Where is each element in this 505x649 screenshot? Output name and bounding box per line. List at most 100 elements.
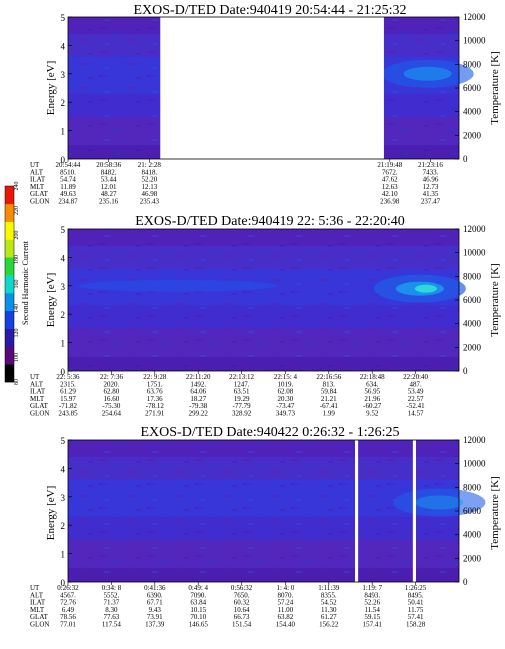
ephemeris-value: 7672. xyxy=(382,168,398,176)
panel-1-ylabel-right: Temperature [K] xyxy=(489,51,501,124)
ephemeris-value: 243.85 xyxy=(58,410,78,418)
temperature-tick-label: 4000 xyxy=(463,319,482,329)
temperature-tick-label: 12000 xyxy=(463,224,486,234)
colorbar-tick-label: 160 xyxy=(14,280,20,289)
ephemeris-value: 21.96 xyxy=(364,395,380,403)
colorbar-swatch xyxy=(5,257,14,276)
ephemeris-value: 19.29 xyxy=(234,395,250,403)
heatmap-peak-core xyxy=(403,66,452,81)
energy-tick-label: 3 xyxy=(61,70,66,80)
heatmap-peak xyxy=(393,488,486,517)
ephemeris-row-label: ILAT xyxy=(30,176,46,184)
ephemeris-value: 137.39 xyxy=(145,621,165,629)
ephemeris-value: 61.27 xyxy=(321,613,337,621)
panel-2-energy-ticks: 0 1 2 3 4 5 xyxy=(61,225,72,377)
ephemeris-value: 63.82 xyxy=(278,613,294,621)
panel-3-data-gaps xyxy=(354,440,416,582)
ephemeris-value: 1:26:25 xyxy=(405,584,427,592)
ephemeris-row-label: UT xyxy=(30,584,40,592)
panel-2-heatmap xyxy=(68,229,466,371)
ephemeris-row-label: GLAT xyxy=(30,190,49,198)
colorbar-label: Second Harmonic Current xyxy=(21,240,30,325)
ephemeris-value: 4567. xyxy=(60,591,76,599)
ephemeris-value: 1: 4: 0 xyxy=(276,584,294,592)
ephemeris-value: 10.15 xyxy=(190,606,206,614)
energy-tick-label: 3 xyxy=(61,282,66,292)
colorbar-swatch xyxy=(5,346,14,365)
ephemeris-value: 9.43 xyxy=(149,606,162,614)
ephemeris-value: 11.00 xyxy=(278,606,294,614)
ephemeris-value: 7090. xyxy=(190,591,206,599)
panel-1-data-gaps xyxy=(160,17,384,159)
ephemeris-value: 59.84 xyxy=(321,388,337,396)
panel-1: EXOS-D/TED Date:940419 20:54:44 - 21:25:… xyxy=(30,3,501,206)
ephemeris-value: 11.89 xyxy=(60,183,76,191)
ephemeris-value: 77.63 xyxy=(104,613,120,621)
colorbar-swatch xyxy=(5,292,14,312)
panel-1-title: EXOS-D/TED Date:940419 20:54:44 - 21:25:… xyxy=(134,3,407,18)
ephemeris-value: 151.54 xyxy=(232,621,252,629)
ephemeris-value: -79.38 xyxy=(189,402,208,410)
ephemeris-value: 1247. xyxy=(234,380,250,388)
ephemeris-value: 5552. xyxy=(104,591,120,599)
ephemeris-value: 12.13 xyxy=(141,183,157,191)
ephemeris-value: 0:34: 8 xyxy=(102,584,122,592)
colorbar-tick-label: 140 xyxy=(14,304,20,313)
energy-tick-label: 0 xyxy=(61,155,66,165)
ephemeris-value: 1:11:39 xyxy=(318,584,340,592)
ephemeris-value: 64.06 xyxy=(190,388,206,396)
temperature-tick-label: 12000 xyxy=(463,435,486,445)
ephemeris-value: 0:26:32 xyxy=(57,584,79,592)
ephemeris-value: 22:13:12 xyxy=(229,373,254,381)
ephemeris-value: 57.24 xyxy=(278,599,294,607)
temperature-tick-label: 4000 xyxy=(463,530,482,540)
colorbar-tick-label: 200 xyxy=(14,231,20,240)
panel-3-heatmap xyxy=(68,440,486,582)
temperature-tick-label: 6000 xyxy=(463,83,482,93)
ephemeris-value: 59.15 xyxy=(364,613,380,621)
ephemeris-row-label: GLON xyxy=(30,410,49,418)
temperature-tick-label: 8000 xyxy=(463,59,482,69)
panel-2-ylabel-right: Temperature [K] xyxy=(489,263,501,336)
ephemeris-value: 8.30 xyxy=(105,606,118,614)
ephemeris-value: 78.56 xyxy=(60,613,76,621)
ephemeris-value: 0:56:32 xyxy=(231,584,253,592)
ephemeris-value: 12.63 xyxy=(382,183,398,191)
ephemeris-value: 22:15: 4 xyxy=(274,373,298,381)
ephemeris-value: 8482. xyxy=(101,168,117,176)
ephemeris-value: -73.47 xyxy=(276,402,295,410)
ephemeris-row-label: ILAT xyxy=(30,599,46,607)
panel-3-ylabel: Energy [eV] xyxy=(45,486,57,540)
ephemeris-value: 22: 7:36 xyxy=(100,373,124,381)
energy-tick-label: 3 xyxy=(61,493,66,503)
ephemeris-value: 8495. xyxy=(408,591,424,599)
ephemeris-value: 42.10 xyxy=(382,190,398,198)
ephemeris-row-label: MLT xyxy=(30,395,45,403)
ephemeris-value: 813. xyxy=(323,380,336,388)
ephemeris-value: 234.87 xyxy=(58,198,78,206)
ephemeris-value: 6.49 xyxy=(62,606,75,614)
energy-tick-label: 1 xyxy=(61,339,66,349)
ephemeris-value: 2020. xyxy=(104,380,120,388)
ephemeris-value: 22: 9:28 xyxy=(143,373,167,381)
panel-1-temperature-ticks: 0 2000 4000 6000 8000 10000 12000 xyxy=(455,12,486,164)
energy-tick-label: 0 xyxy=(61,367,66,377)
colorbar-tick-label: 220 xyxy=(14,206,20,215)
panel-3-energy-ticks: 0 1 2 3 4 5 xyxy=(61,436,72,588)
ephemeris-value: 72.76 xyxy=(60,599,76,607)
panel-2-temperature-ticks: 0 2000 4000 6000 8000 10000 12000 xyxy=(455,224,486,376)
ephemeris-value: 271.91 xyxy=(145,410,165,418)
energy-tick-label: 5 xyxy=(61,436,66,446)
temperature-tick-label: 10000 xyxy=(463,459,486,469)
panel-3-temperature-ticks: 0 2000 4000 6000 8000 10000 12000 xyxy=(455,435,486,587)
ephemeris-value: 117.54 xyxy=(102,621,121,629)
ephemeris-value: 49.63 xyxy=(60,190,76,198)
energy-tick-label: 4 xyxy=(61,253,66,263)
data-gap xyxy=(160,17,384,159)
colorbar-tick-label: 240 xyxy=(14,182,20,191)
energy-tick-label: 2 xyxy=(61,521,66,531)
panel-3-title: EXOS-D/TED Date:940422 0:26:32 - 1:26:25 xyxy=(141,425,400,440)
colorbar-swatch xyxy=(5,203,14,222)
colorbar-frame xyxy=(4,185,15,383)
